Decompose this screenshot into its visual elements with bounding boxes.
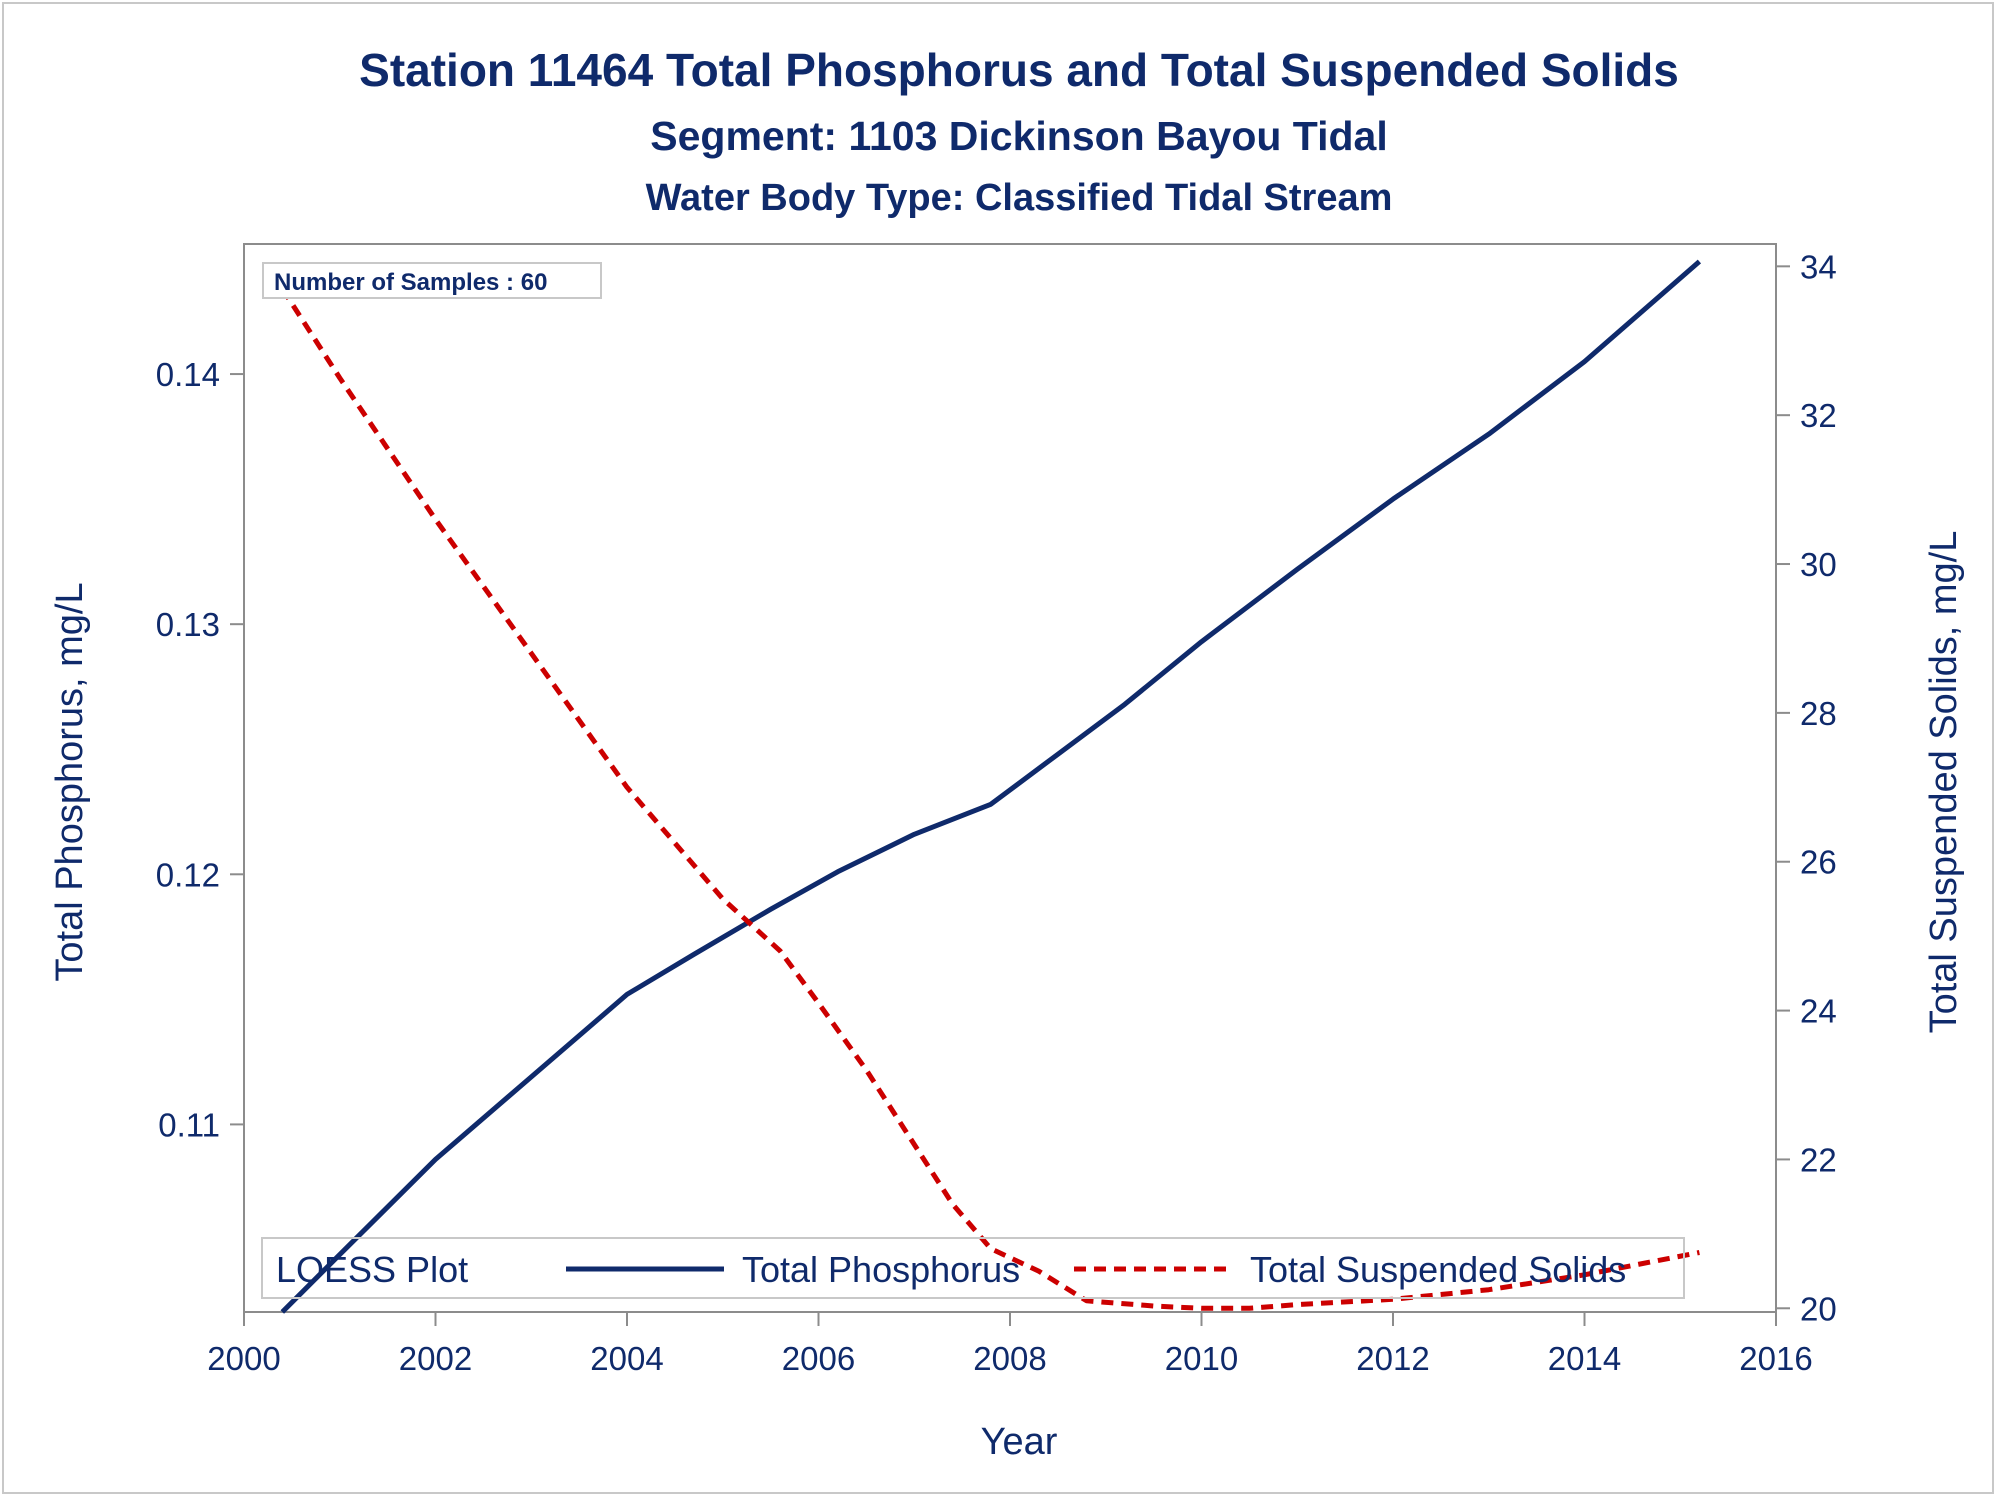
y-right-tick-label-26: 26 bbox=[1800, 844, 1837, 881]
legend-label-total-suspended-solids: Total Suspended Solids bbox=[1250, 1249, 1626, 1290]
plot-area bbox=[243, 243, 1777, 1313]
y-right-tick-label-24: 24 bbox=[1800, 993, 1837, 1030]
y-left-axis-ticks: 0.11 0.12 0.13 0.14 bbox=[156, 356, 244, 1143]
x-tick-label-2008: 2008 bbox=[973, 1340, 1046, 1377]
x-tick-label-2016: 2016 bbox=[1739, 1340, 1812, 1377]
x-tick-label-2012: 2012 bbox=[1356, 1340, 1429, 1377]
legend-title: LOESS Plot bbox=[276, 1249, 468, 1290]
samples-annotation: Number of Samples : 60 bbox=[274, 269, 547, 296]
x-tick-label-2000: 2000 bbox=[207, 1340, 280, 1377]
y-right-tick-label-32: 32 bbox=[1800, 397, 1837, 434]
series-layer bbox=[280, 259, 1702, 1314]
chart-svg: Station 11464 Total Phosphorus and Total… bbox=[49, 44, 1965, 1463]
y-left-axis-label: Total Phosphorus, mg/L bbox=[49, 582, 91, 981]
samples-annotation-box bbox=[262, 262, 602, 299]
y-left-tick-label-0-13: 0.13 bbox=[156, 606, 220, 643]
x-tick-label-2010: 2010 bbox=[1165, 1340, 1238, 1377]
y-right-tick-label-22: 22 bbox=[1800, 1141, 1837, 1178]
x-tick-label-2004: 2004 bbox=[590, 1340, 663, 1377]
legend: LOESS Plot Total Phosphorus Total Suspen… bbox=[261, 1237, 1685, 1299]
x-tick-label-2006: 2006 bbox=[782, 1340, 855, 1377]
series-line-total-phosphorus bbox=[280, 259, 1702, 1314]
chart-title: Station 11464 Total Phosphorus and Total… bbox=[359, 44, 1679, 96]
y-left-tick-label-0-14: 0.14 bbox=[156, 356, 220, 393]
x-axis-ticks: 2000 2002 2004 2006 2008 2010 2012 2014 2016 bbox=[207, 1312, 1813, 1377]
y-right-axis-label: Total Suspended Solids, mg/L bbox=[1923, 531, 1965, 1034]
y-right-tick-label-34: 34 bbox=[1800, 248, 1837, 285]
x-axis-label: Year bbox=[981, 1421, 1058, 1463]
legend-box bbox=[261, 1237, 1685, 1299]
legend-label-total-phosphorus: Total Phosphorus bbox=[742, 1249, 1020, 1290]
y-right-tick-label-30: 30 bbox=[1800, 546, 1837, 583]
y-right-tick-label-28: 28 bbox=[1800, 695, 1837, 732]
y-left-tick-label-0-11: 0.11 bbox=[158, 1106, 220, 1143]
y-left-tick-label-0-12: 0.12 bbox=[156, 856, 220, 893]
series-line-total-suspended-solids bbox=[280, 287, 1700, 1311]
y-right-tick-label-20: 20 bbox=[1800, 1290, 1837, 1327]
y-right-axis-ticks: 20 22 24 26 28 30 32 34 bbox=[1776, 248, 1837, 1327]
chart-subtitle-2: Water Body Type: Classified Tidal Stream bbox=[646, 177, 1393, 219]
x-tick-label-2014: 2014 bbox=[1548, 1340, 1621, 1377]
x-tick-label-2002: 2002 bbox=[399, 1340, 472, 1377]
chart-subtitle: Segment: 1103 Dickinson Bayou Tidal bbox=[650, 113, 1387, 159]
